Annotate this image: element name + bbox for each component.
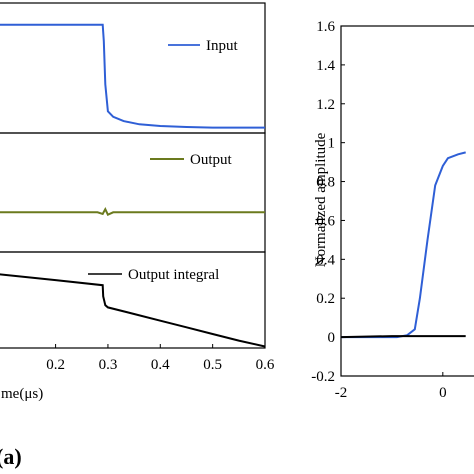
x-tick-label: 0.6 <box>256 357 275 373</box>
panel-label: (a) <box>0 444 22 469</box>
x-axis-title: me(μs) <box>1 386 43 402</box>
x-tick-label: 0.2 <box>46 357 65 373</box>
y-tick-label: -0.2 <box>311 369 335 385</box>
y-tick-label: 1 <box>328 136 336 152</box>
legend-input-label: Input <box>206 38 238 54</box>
right-panel-series <box>340 151 466 339</box>
top-panel-frame <box>0 2 266 134</box>
x-tick-label: -2 <box>335 385 348 401</box>
y-tick-label: 1.4 <box>316 58 335 74</box>
right-y-ticks: -0.2 0 0.2 0.4 0.6 0.8 1 1.2 1.4 1.6 <box>311 19 345 385</box>
right-x-ticks: -2 0 <box>335 372 447 401</box>
x-tick-label: 0.5 <box>203 357 222 373</box>
bottom-panel-series <box>0 273 266 348</box>
bottom-panel-frame <box>0 251 266 349</box>
x-tick-label: 0 <box>439 385 447 401</box>
top-panel-series <box>0 23 265 129</box>
y-tick-label: 0.2 <box>316 291 335 307</box>
y-tick-label: 1.6 <box>316 19 335 35</box>
right-panel-frame <box>340 25 474 377</box>
y-axis-title: Normalized amplitude <box>313 132 329 267</box>
x-tick-label: 0.3 <box>99 357 118 373</box>
y-tick-label: 0.8 <box>316 175 335 191</box>
x-tick-label: 0.4 <box>151 357 170 373</box>
series-line-right-1 <box>340 335 466 339</box>
legend-output-label: Output <box>190 152 233 168</box>
bottom-x-ticks: 0.2 0.3 0.4 0.5 0.6 <box>46 344 275 373</box>
middle-panel-frame <box>0 132 266 253</box>
series-line-middle-0 <box>0 207 265 217</box>
y-tick-label: 0.6 <box>316 213 335 229</box>
legend-output-integral-label: Output integral <box>128 267 219 283</box>
middle-panel-series <box>0 207 265 217</box>
y-tick-label: 1.2 <box>316 97 335 113</box>
series-line-right-0 <box>341 151 466 339</box>
series-line-bottom-0 <box>0 273 266 348</box>
y-tick-label: 0.4 <box>316 252 335 268</box>
series-line-top-0 <box>0 23 265 129</box>
y-tick-label: 0 <box>328 330 336 346</box>
